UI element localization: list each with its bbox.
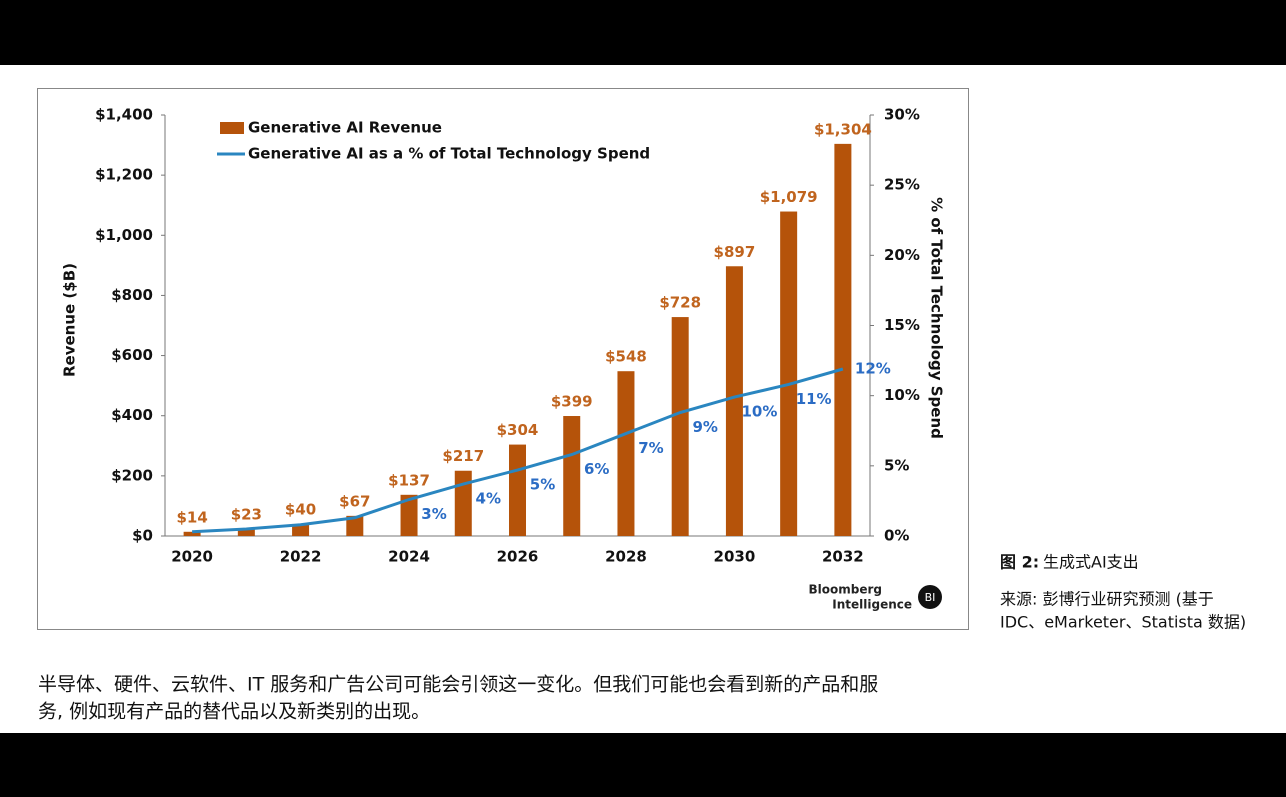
logo-text: Bloomberg	[809, 583, 883, 597]
line-value-label: 12%	[855, 360, 891, 378]
line-value-label: 11%	[796, 390, 832, 408]
bar-value-label: $67	[339, 492, 370, 510]
y-tick-label: $1,200	[95, 166, 153, 184]
source-line: 来源: 彭博行业研究预测 (基于	[1000, 590, 1214, 609]
bar	[780, 211, 798, 536]
legend-swatch	[220, 122, 244, 134]
y-tick-label: $1,400	[95, 106, 153, 124]
line	[192, 367, 844, 534]
body-text: 半导体、硬件、云软件、IT 服务和广告公司可能会引领这一变化。但我们可能也会看到…	[38, 674, 878, 696]
legend-label: Generative AI Revenue	[248, 119, 442, 137]
y-tick-label: $400	[111, 406, 153, 424]
y2-tick-label: 20%	[884, 246, 920, 264]
line-value-label: 4%	[476, 490, 501, 508]
x-tick-label: 2024	[388, 548, 430, 566]
line-value-label: 6%	[584, 460, 609, 478]
y2-tick-label: 25%	[884, 176, 920, 194]
y2-tick-label: 5%	[884, 456, 909, 474]
caption-label: 图 2:	[1000, 553, 1039, 572]
bar	[454, 470, 472, 536]
bar	[671, 317, 689, 536]
y-tick-label: $200	[111, 466, 153, 484]
x-tick-label: 2022	[280, 548, 322, 566]
caption-text: 生成式AI支出	[1043, 553, 1139, 572]
y-tick-label: $800	[111, 286, 153, 304]
bar-value-label: $399	[551, 393, 593, 411]
bar-value-label: $40	[285, 500, 316, 518]
line-value-label: 3%	[421, 505, 446, 523]
bar-value-label: $137	[388, 471, 430, 489]
bar	[725, 266, 743, 536]
bar-value-label: $304	[497, 421, 539, 439]
y2-tick-label: 0%	[884, 527, 909, 545]
bar-value-label: $14	[176, 508, 207, 526]
y-axis-title: Revenue ($B)	[61, 263, 79, 377]
bar-value-label: $897	[714, 243, 756, 261]
x-tick-label: 2026	[497, 548, 539, 566]
bar	[834, 143, 852, 536]
x-tick-label: 2032	[822, 548, 864, 566]
bar	[400, 494, 418, 536]
bar-value-label: $1,304	[814, 120, 872, 138]
bar-value-label: $1,079	[760, 188, 818, 206]
y2-tick-label: 10%	[884, 386, 920, 404]
y2-tick-label: 30%	[884, 106, 920, 124]
bar	[617, 371, 635, 536]
bar	[183, 531, 201, 536]
logo-badge	[918, 585, 942, 609]
y2-axis-title: % of Total Technology Spend	[928, 197, 946, 439]
legend-label: Generative AI as a % of Total Technology…	[248, 145, 650, 163]
y-tick-label: $0	[132, 527, 153, 545]
x-tick-label: 2020	[171, 548, 213, 566]
bar	[509, 444, 526, 536]
body-text: 务, 例如现有产品的替代品以及新类别的出现。	[38, 701, 430, 723]
bar	[292, 523, 310, 536]
y-tick-label: $1,000	[95, 226, 153, 244]
logo-badge-text: BI	[925, 591, 936, 604]
bar	[346, 515, 364, 536]
bar-value-label: $23	[231, 506, 262, 524]
x-tick-label: 2028	[605, 548, 647, 566]
logo-text: Intelligence	[832, 598, 912, 612]
x-tick-label: 2030	[714, 548, 756, 566]
bar	[237, 529, 255, 536]
line-value-label: 7%	[638, 439, 663, 457]
line-value-label: 9%	[692, 418, 717, 436]
bar	[563, 416, 581, 536]
line-value-label: 5%	[530, 476, 555, 494]
line-value-label: 10%	[741, 403, 777, 421]
y-tick-label: $600	[111, 346, 153, 364]
chart-frame	[37, 88, 969, 630]
y2-tick-label: 15%	[884, 316, 920, 334]
source-line: IDC、eMarketer、Statista 数据)	[1000, 613, 1246, 632]
bar-value-label: $728	[659, 294, 701, 312]
bar-value-label: $217	[442, 447, 484, 465]
bar-value-label: $548	[605, 348, 647, 366]
